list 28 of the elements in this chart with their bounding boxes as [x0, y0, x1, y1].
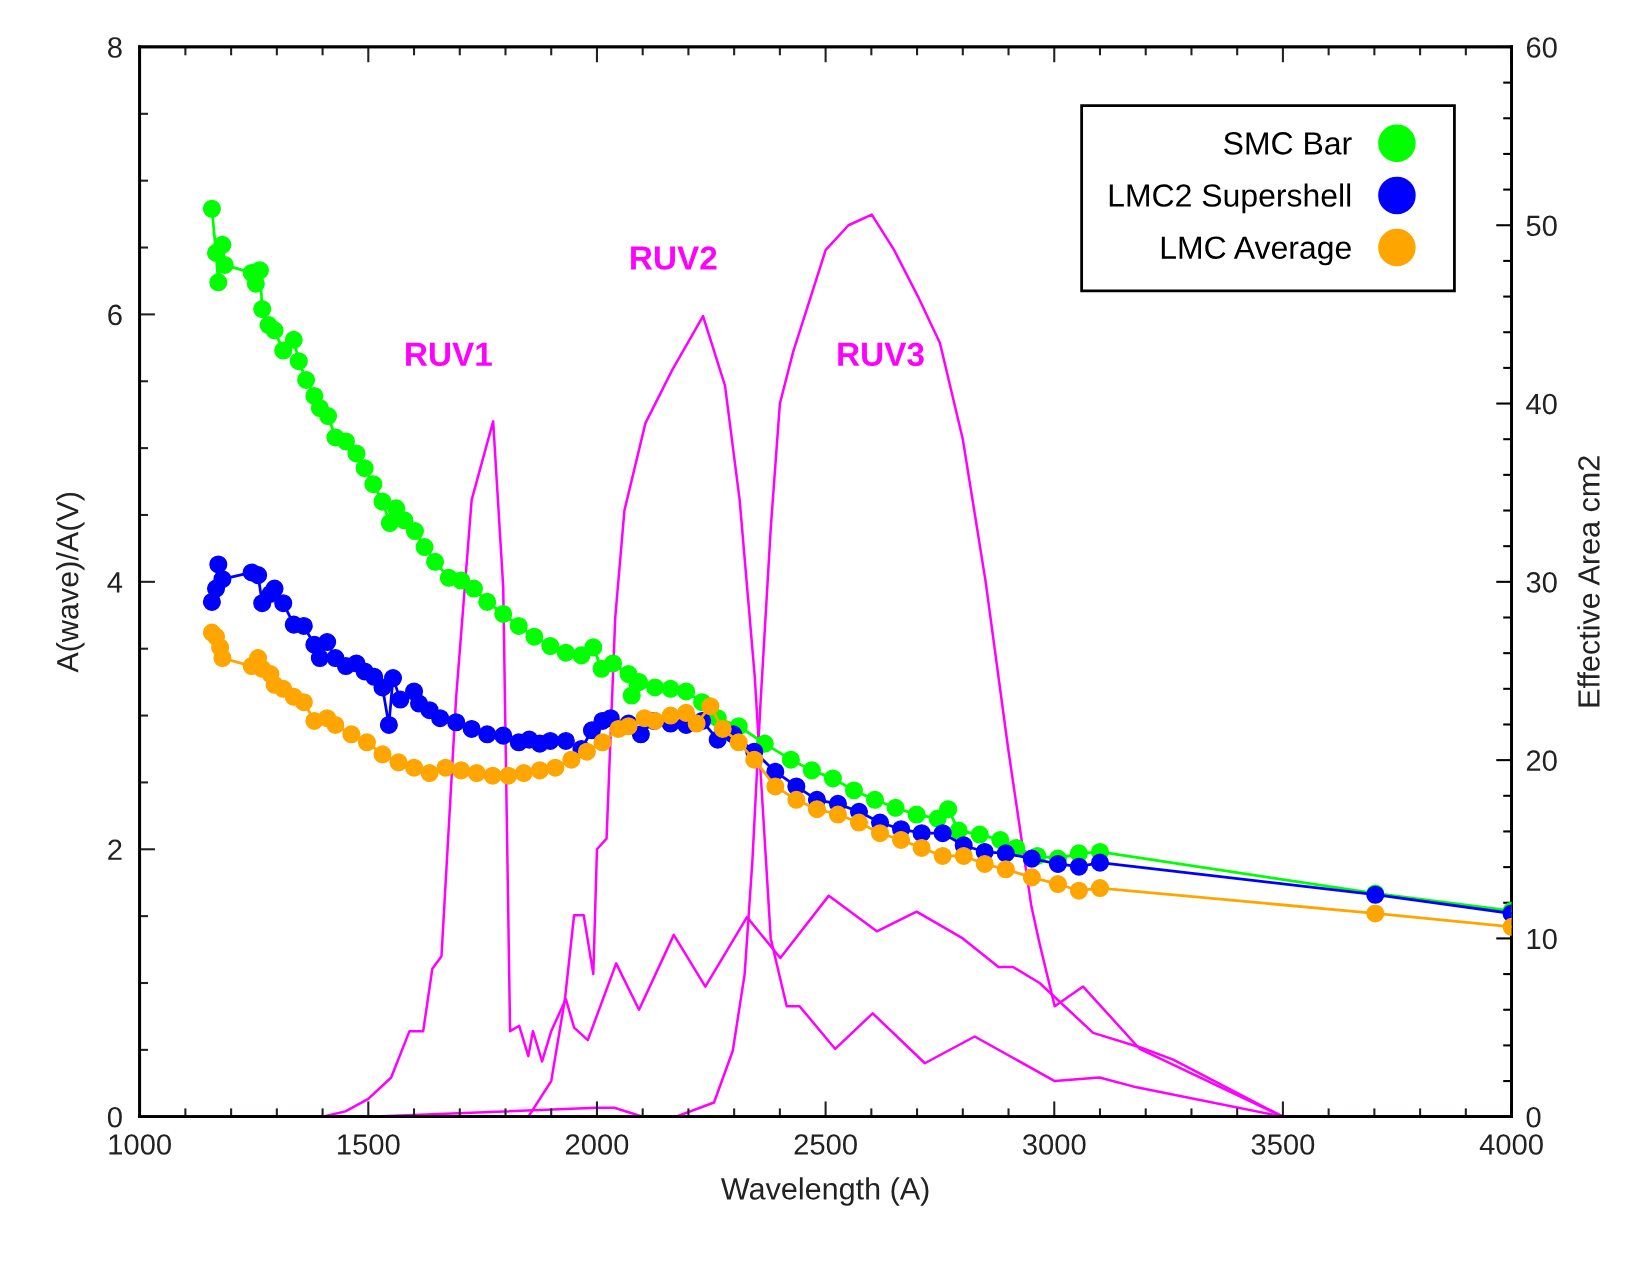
x-axis-title: Wavelength (A) [721, 1177, 929, 1206]
y2-tick-label: 50 [1526, 215, 1557, 237]
annotation: RUV1 [406, 342, 492, 367]
y2-tick-label: 20 [1526, 750, 1557, 771]
y-tick-label: 0 [107, 1106, 122, 1128]
annotation: RUV2 [631, 246, 717, 270]
y2-tick-label: 0 [1526, 1106, 1541, 1128]
x-tick-label: 2000 [565, 1134, 629, 1155]
x-tick-label: 2500 [794, 1134, 857, 1155]
x-tick-label: 4000 [1479, 1134, 1543, 1155]
x-tick-label: 1000 [109, 1134, 171, 1155]
y-axis-title: A(wave)/A(V) [56, 492, 85, 673]
annotation: RUV3 [838, 342, 924, 367]
x-tick-label: 3500 [1251, 1134, 1315, 1155]
y-tick-label: 8 [108, 37, 122, 58]
x-tick-label: 3000 [1022, 1134, 1086, 1155]
y-tick-label: 6 [108, 304, 122, 326]
legend-label: LMC Average [1161, 236, 1351, 266]
y-tick-label: 4 [107, 572, 123, 593]
y2-tick-label: 60 [1526, 37, 1557, 58]
legend-label: LMC2 Supershell [1109, 183, 1351, 214]
legend-label: SMC Bar [1224, 132, 1352, 155]
y-tick-label: 2 [108, 839, 122, 860]
y2-axis-title: Effective Area cm2 [1577, 456, 1600, 707]
x-tick-label: 1500 [338, 1134, 400, 1155]
y2-tick-label: 40 [1526, 393, 1557, 415]
y2-tick-label: 10 [1527, 928, 1557, 950]
y2-tick-label: 30 [1526, 572, 1557, 593]
